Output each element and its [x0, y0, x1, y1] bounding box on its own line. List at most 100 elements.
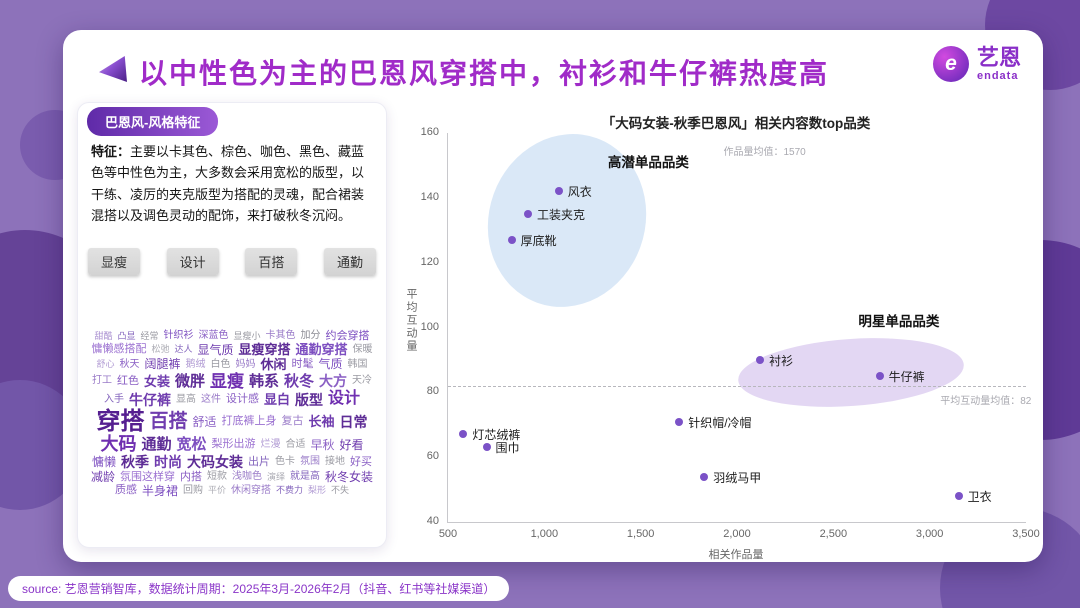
wordcloud-word: 就是高 [290, 471, 320, 483]
wordcloud-word: 氛围 [300, 456, 320, 468]
wordcloud-word: 显高 [175, 393, 196, 405]
wordcloud-word: 显瘦 [210, 371, 244, 391]
wordcloud-word: 深蓝色 [198, 330, 229, 342]
triangle-bullet-icon [99, 56, 127, 82]
wordcloud-word: 大码女装 [187, 454, 243, 471]
data-point [954, 492, 963, 501]
wordcloud-word: 长袖 [308, 414, 335, 430]
data-point [756, 355, 765, 364]
wordcloud-word: 色卡 [275, 456, 295, 468]
wordcloud-word: 复古 [281, 415, 304, 428]
wordcloud-word: 卡其色 [265, 330, 296, 342]
y-axis-tick: 40 [426, 515, 439, 527]
wordcloud-word: 牛仔裤 [128, 391, 171, 408]
y-axis-tick: 100 [420, 320, 439, 333]
data-point-label: 衬衫 [769, 353, 794, 368]
feature-text: 主要以卡其色、棕色、咖色、黑色、藏蓝色等中性色为主，大多数会采用宽松的版型，以干… [91, 144, 365, 224]
data-point [523, 210, 532, 219]
y-axis-label: 平均互动量 [405, 288, 417, 353]
wordcloud-word: 早秋 [310, 437, 335, 452]
wordcloud-word: 氛围这样穿 [119, 470, 175, 483]
wordcloud-word: 时尚 [154, 454, 182, 471]
y-axis-tick: 140 [420, 190, 439, 203]
wordcloud-word: 版型 [295, 391, 323, 408]
wordcloud-word: 显气质 [197, 342, 234, 357]
wordcloud-word: 大码 [100, 434, 137, 455]
feature-paragraph: 特征：主要以卡其色、棕色、咖色、黑色、藏蓝色等中性色为主，大多数会采用宽松的版型… [91, 141, 373, 227]
data-point [554, 187, 563, 196]
wordcloud-word: 秋季 [121, 454, 149, 471]
endata-logo-icon: e [932, 46, 969, 82]
wordcloud-word: 日常 [339, 413, 368, 430]
wordcloud-word: 梨形 [308, 485, 327, 496]
wordcloud-word: 不费力 [275, 485, 303, 496]
data-point-label: 针织帽/冷帽 [688, 415, 752, 430]
wordcloud-word: 加分 [300, 330, 321, 342]
mean-interaction-label: 平均互动量均值：82 [940, 395, 1032, 407]
data-point-label: 围巾 [495, 441, 520, 456]
data-point [700, 472, 709, 481]
group-ellipse [735, 331, 966, 415]
x-axis-tick: 1,500 [626, 528, 655, 540]
data-point-label: 灯芯绒裤 [472, 428, 521, 443]
wordcloud-word: 休闲 [260, 356, 287, 372]
tag-pill: 百搭 [245, 248, 298, 275]
logo-en-text: endata [976, 69, 1019, 82]
group-label: 明星单品品类 [858, 313, 940, 329]
wordcloud-word: 达人 [174, 344, 193, 355]
feature-label: 特征： [91, 144, 131, 159]
wordcloud-word: 短款 [206, 471, 227, 483]
y-axis-tick: 160 [420, 126, 439, 138]
wordcloud-word: 半身裙 [141, 483, 178, 498]
wordcloud-word: 甜酷 [94, 330, 113, 341]
wordcloud-word: 天冷 [352, 375, 373, 387]
chart-title: 「大码女装-秋季巴恩风」相关内容数top品类 [601, 116, 871, 131]
content-card: 以中性色为主的巴恩风穿搭中，衬衫和牛仔裤热度高 e 艺恩 endata 巴恩风-… [63, 30, 1043, 562]
wordcloud-word: 好看 [339, 437, 364, 452]
wordcloud-word: 微胖 [174, 372, 205, 390]
tag-pill: 显瘦 [88, 248, 141, 275]
y-axis-tick: 60 [426, 450, 439, 463]
wordcloud-word: 入手 [103, 393, 124, 405]
wordcloud-word: 气质 [318, 357, 343, 372]
wordcloud-word: 通勤 [141, 436, 172, 453]
wordcloud-word: 大方 [319, 373, 348, 390]
wordcloud-word: 显白 [263, 392, 290, 408]
wordcloud-word: 演绎 [266, 471, 285, 482]
wordcloud-word: 减龄 [90, 470, 115, 485]
x-axis-tick: 2,500 [819, 528, 848, 540]
x-axis-label: 相关作品量 [708, 549, 764, 561]
wordcloud-word: 女装 [143, 373, 170, 389]
source-note: source: 艺恩营销智库，数据统计周期：2025年3月-2026年2月（抖音… [8, 576, 510, 601]
wordcloud-word: 内搭 [179, 470, 202, 483]
wordcloud-word: 经常 [140, 330, 159, 341]
wordcloud-word: 妈妈 [235, 358, 256, 370]
wordcloud-word: 约会穿搭 [325, 329, 370, 342]
panel-badge: 巴恩风-风格特征 [87, 107, 219, 136]
wordcloud-word: 梨形出游 [211, 438, 256, 451]
wordcloud-word: 阔腿裤 [144, 357, 181, 372]
wordcloud-word: 时髦 [291, 358, 314, 371]
x-axis-tick: 500 [438, 528, 458, 540]
wordcloud-word: 平价 [207, 485, 226, 496]
wordcloud-word: 烂漫 [260, 438, 281, 450]
wordcloud-word: 打工 [91, 375, 112, 387]
wordcloud-word: 合适 [285, 438, 306, 450]
wordcloud-word: 好买 [350, 455, 372, 468]
y-axis-tick: 120 [420, 255, 439, 268]
page-title: 以中性色为主的巴恩风穿搭中，衬衫和牛仔裤热度高 [139, 58, 830, 89]
wordcloud-word: 松弛 [151, 344, 170, 355]
wordcloud-word: 舒适 [192, 414, 217, 429]
wordcloud-word: 百搭 [149, 410, 188, 432]
works-mean-label: 作品量均值：1570 [723, 147, 806, 159]
wordcloud-word: 显瘦小 [233, 330, 261, 341]
wordcloud-word: 慵懒 [91, 455, 116, 470]
wordcloud-word: 韩国 [347, 358, 368, 370]
data-point [675, 417, 684, 426]
plot-area: 40 60 80 100 120 140 160 500 1,000 1,500 2,000 2,50… [421, 111, 1040, 540]
data-point-label: 卫衣 [967, 490, 992, 505]
wordcloud-word: 设计 [328, 390, 361, 408]
tag-row: 显瘦 设计 百搭 通勤 [88, 248, 376, 275]
mean-interaction-line [448, 385, 1026, 387]
wordcloud-word: 慵懒感搭配 [91, 343, 147, 356]
